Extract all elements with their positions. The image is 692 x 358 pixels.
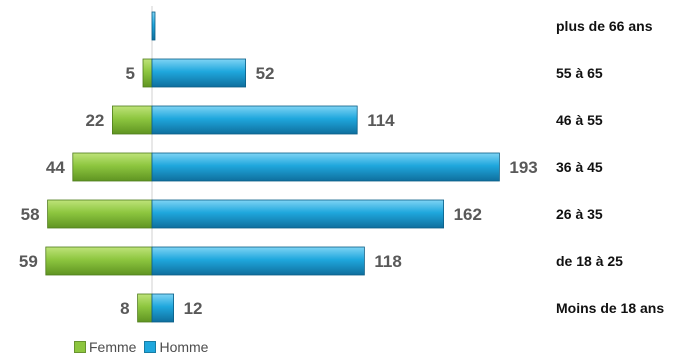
bar-homme[interactable] bbox=[151, 11, 156, 41]
data-label-femme: 58 bbox=[21, 205, 40, 224]
category-label: plus de 66 ans bbox=[556, 18, 653, 34]
chart-legend: Femme Homme bbox=[74, 338, 208, 356]
data-label-homme: 193 bbox=[509, 158, 537, 177]
data-label-homme: 118 bbox=[374, 252, 401, 271]
bar-homme[interactable] bbox=[151, 246, 365, 276]
data-label-homme: 162 bbox=[454, 205, 482, 224]
bar-femme[interactable] bbox=[142, 58, 153, 88]
category-label: 46 à 55 bbox=[556, 112, 603, 128]
category-label: 36 à 45 bbox=[556, 159, 603, 175]
bar-femme[interactable] bbox=[112, 105, 153, 135]
bar-homme[interactable] bbox=[151, 58, 246, 88]
data-label-homme: 52 bbox=[256, 64, 275, 83]
category-label: 55 à 65 bbox=[556, 65, 603, 81]
bar-homme[interactable] bbox=[151, 199, 445, 229]
legend-item-femme[interactable]: Femme bbox=[74, 339, 136, 355]
data-label-femme: 5 bbox=[126, 64, 135, 83]
data-label-femme: 44 bbox=[46, 158, 65, 177]
data-label-femme: 8 bbox=[120, 299, 129, 318]
bar-femme[interactable] bbox=[45, 246, 153, 276]
data-label-femme: 22 bbox=[85, 111, 104, 130]
legend-swatch-homme bbox=[144, 341, 157, 353]
data-label-homme: 114 bbox=[367, 111, 395, 130]
data-label-femme: 59 bbox=[19, 252, 38, 271]
category-label: Moins de 18 ans bbox=[556, 300, 664, 316]
data-label-homme: 12 bbox=[184, 299, 203, 318]
bar-homme[interactable] bbox=[151, 293, 175, 323]
bar-femme[interactable] bbox=[72, 152, 153, 182]
legend-item-homme[interactable]: Homme bbox=[144, 339, 208, 355]
bar-homme[interactable] bbox=[151, 152, 500, 182]
bar-femme[interactable] bbox=[47, 199, 153, 229]
legend-swatch-femme bbox=[74, 341, 86, 353]
legend-label-femme: Femme bbox=[89, 339, 137, 355]
bar-femme[interactable] bbox=[137, 293, 153, 323]
legend-label-homme: Homme bbox=[159, 339, 209, 355]
bar-homme[interactable] bbox=[151, 105, 358, 135]
category-label: 26 à 35 bbox=[556, 206, 603, 222]
category-label: de 18 à 25 bbox=[556, 253, 623, 269]
